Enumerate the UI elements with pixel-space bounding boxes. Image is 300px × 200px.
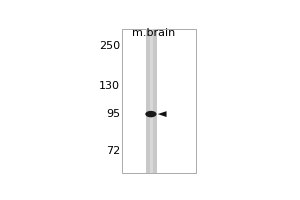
Ellipse shape xyxy=(145,111,157,117)
Text: m.brain: m.brain xyxy=(132,28,176,38)
Bar xyxy=(146,29,157,173)
Bar xyxy=(122,29,196,173)
Bar xyxy=(150,29,153,173)
Text: 250: 250 xyxy=(99,41,120,51)
Text: 72: 72 xyxy=(106,146,120,156)
Text: 95: 95 xyxy=(106,109,120,119)
Polygon shape xyxy=(158,111,167,117)
Text: 130: 130 xyxy=(99,81,120,91)
